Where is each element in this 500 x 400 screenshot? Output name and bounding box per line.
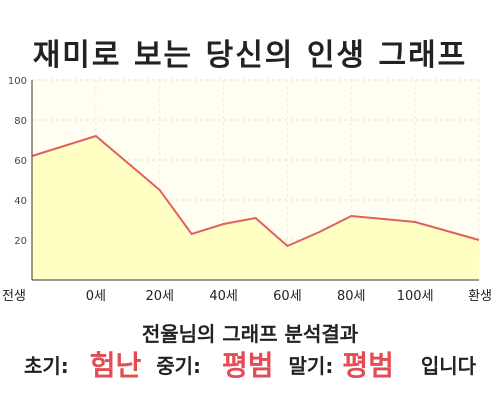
life-graph-chart: 20 40 60 80 100 전생 0세 20세 40세 60세 80세 100세 환생 [2, 76, 492, 304]
y-tick-label: 80 [14, 116, 27, 127]
early-label: 초기: [23, 353, 69, 378]
x-tick-label: 전생 [2, 289, 26, 304]
x-tick-label: 80세 [337, 289, 366, 304]
late-label: 말기: [288, 353, 334, 378]
mid-value: 평범 [222, 349, 274, 382]
result-suffix: 입니다 [420, 353, 477, 378]
mid-label: 중기: [156, 353, 202, 378]
y-tick-label: 60 [14, 156, 27, 167]
late-value: 평범 [342, 349, 394, 382]
analysis-result: 초기: 험난 중기: 평범 말기: 평범 입니다 [0, 344, 500, 382]
y-tick-label: 40 [14, 196, 27, 207]
analysis-title: 전율님의 그래프 분석결과 [141, 322, 359, 346]
x-tick-label: 40세 [209, 289, 238, 304]
life-line [31, 134, 480, 248]
page-title: 재미로 보는 당신의 인생 그래프 [32, 38, 468, 73]
x-tick-label: 20세 [145, 289, 174, 304]
x-tick-label: 60세 [273, 289, 302, 304]
x-tick-label: 100세 [397, 289, 434, 304]
x-tick-label: 0세 [86, 289, 106, 304]
y-tick-label: 100 [8, 76, 27, 87]
early-value: 험난 [89, 349, 142, 382]
life-area [32, 136, 479, 280]
y-tick-label: 20 [14, 236, 27, 247]
x-tick-label: 환생 [468, 289, 492, 304]
